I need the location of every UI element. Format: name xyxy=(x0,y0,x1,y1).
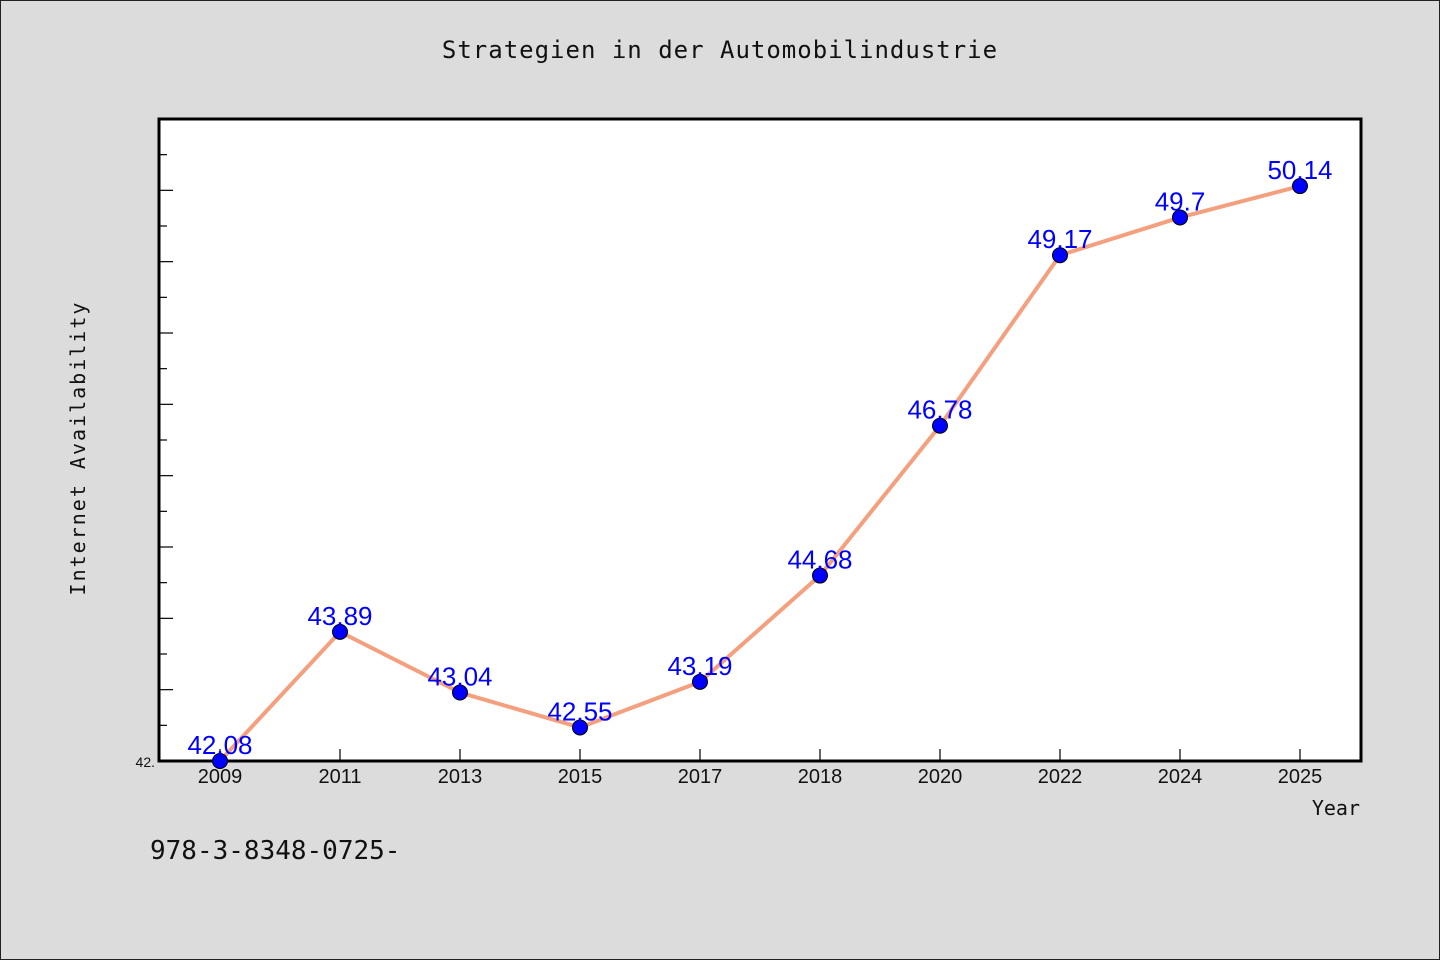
data-label: 49.7 xyxy=(1155,186,1206,216)
data-label: 43.19 xyxy=(667,651,732,681)
data-label: 42.55 xyxy=(547,696,612,726)
footer-text: 978-3-8348-0725- xyxy=(150,836,401,866)
data-labels: 42.08 43.89 43.04 42.55 43.19 44.68 46.78 49.17… xyxy=(187,155,1332,760)
x-tick-label: 2017 xyxy=(678,766,723,788)
data-point xyxy=(332,623,348,640)
plot-area xyxy=(157,117,1363,763)
data-point xyxy=(692,673,708,690)
x-tick-label: 2011 xyxy=(318,766,361,788)
data-label: 43.89 xyxy=(307,601,372,631)
data-point xyxy=(212,753,228,769)
x-tick-label: 2025 xyxy=(1278,766,1323,788)
data-point xyxy=(812,567,828,584)
x-axis-label: Year xyxy=(1311,796,1360,820)
x-tick-label: 2009 xyxy=(198,766,243,788)
x-tick-label: 2018 xyxy=(798,766,843,788)
x-tick-label: 2015 xyxy=(558,766,603,788)
x-tick-label: 2020 xyxy=(918,766,963,788)
data-point xyxy=(452,684,468,701)
data-label: 43.04 xyxy=(427,662,492,692)
data-point xyxy=(1292,178,1308,195)
data-markers xyxy=(212,178,1308,769)
data-label: 44.68 xyxy=(787,545,852,575)
x-tick-label: 2022 xyxy=(1038,766,1083,788)
y-axis-min-label: 42. xyxy=(136,754,155,770)
chart-title: Strategien in der Automobilindustrie xyxy=(441,36,999,64)
data-label: 50.14 xyxy=(1267,155,1332,185)
data-point xyxy=(1172,209,1188,226)
x-tick-label: 2013 xyxy=(438,766,483,788)
y-axis-ticks xyxy=(159,118,173,762)
x-tick-label: 2024 xyxy=(1158,766,1203,788)
data-label: 42.08 xyxy=(187,730,252,760)
x-axis-ticks: 2009 2011 2013 2015 2017 2018 2020 2022 2024 2025 xyxy=(198,749,1323,788)
data-point xyxy=(1052,247,1068,264)
data-point xyxy=(932,417,948,434)
data-label: 49.17 xyxy=(1027,224,1092,254)
data-label: 46.78 xyxy=(907,395,972,425)
series-line xyxy=(218,184,1302,763)
data-point xyxy=(572,719,588,736)
